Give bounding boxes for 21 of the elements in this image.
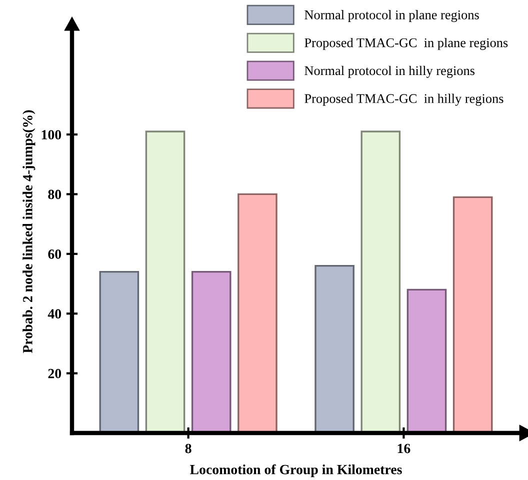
- legend-label: Normal protocol in plane regions: [304, 10, 479, 22]
- bar: [145, 130, 186, 433]
- x-tick-label: 8: [185, 444, 192, 454]
- y-tick-label: 100: [42, 130, 62, 140]
- x-axis-title: Locomotion of Group in Kilometres: [190, 464, 402, 478]
- bar: [406, 288, 447, 433]
- y-tick-label: 20: [48, 368, 62, 378]
- bar: [452, 196, 493, 433]
- bar: [238, 193, 278, 433]
- y-tick-label: 40: [48, 309, 62, 319]
- y-tick-label: 60: [48, 249, 62, 259]
- x-tick-label: 16: [398, 444, 410, 454]
- bar: [191, 270, 232, 433]
- legend-label: Proposed TMAC-GC in hilly regions: [304, 94, 504, 106]
- bar: [99, 270, 140, 433]
- bar: [360, 130, 401, 433]
- y-tick-label: 80: [48, 190, 62, 200]
- legend-label: Proposed TMAC-GC in plane regions: [304, 38, 508, 50]
- legend-label: Normal protocol in hilly regions: [304, 66, 475, 78]
- bar: [314, 264, 354, 433]
- y-axis-title: Probab. 2 node linked inside 4-jumps(%): [22, 110, 36, 354]
